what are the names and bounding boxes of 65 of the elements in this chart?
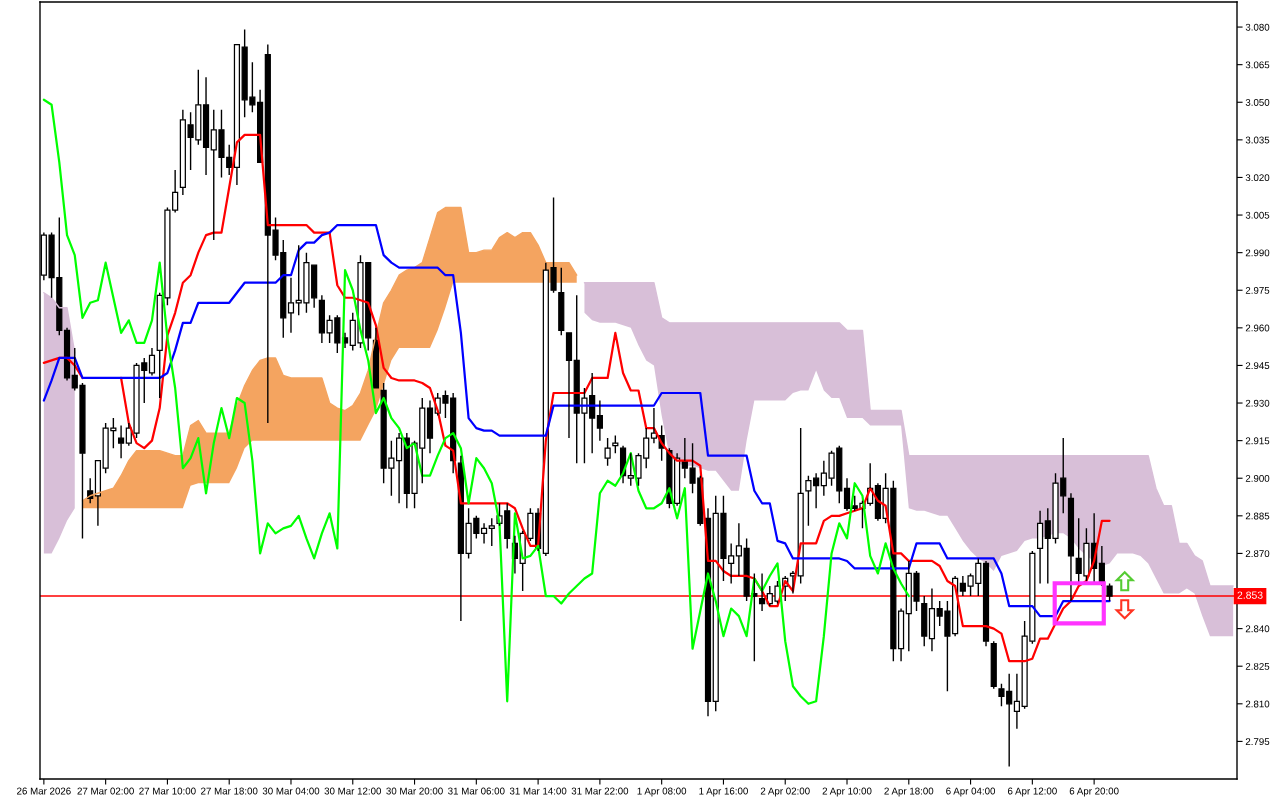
candlestick xyxy=(596,399,603,442)
x-tick-label: 6 Apr 12:00 xyxy=(1007,787,1057,797)
candlestick xyxy=(843,477,851,512)
x-tick-label: 1 Apr 16:00 xyxy=(699,787,748,797)
candlestick xyxy=(156,292,163,399)
candlestick xyxy=(396,432,403,504)
x-tick-label: 6 Apr 20:00 xyxy=(1069,787,1119,797)
candlestick xyxy=(63,327,71,382)
candlestick xyxy=(558,266,565,337)
y-tick-label: 3.035 xyxy=(1245,136,1270,144)
y-tick-label: 2.945 xyxy=(1245,362,1270,370)
x-tick-label: 2 Apr 10:00 xyxy=(822,787,872,797)
candlestick xyxy=(982,560,990,647)
x-tick-label: 30 Mar 20:00 xyxy=(386,787,443,795)
candlestick xyxy=(627,452,634,487)
y-tick-label: 2.840 xyxy=(1245,625,1270,633)
candlestick xyxy=(488,517,495,547)
line-series xyxy=(42,98,910,705)
candlestick xyxy=(233,43,241,186)
y-tick-label: 2.795 xyxy=(1245,738,1270,746)
candlestick xyxy=(1013,673,1021,730)
y-tick-label: 2.975 xyxy=(1245,286,1270,294)
x-tick-label: 6 Apr 04:00 xyxy=(946,787,996,797)
x-tick-label: 30 Mar 12:00 xyxy=(324,787,382,795)
x-tick-label: 31 Mar 14:00 xyxy=(509,787,567,795)
y-tick-label: 2.915 xyxy=(1245,437,1270,445)
y-tick-label: 2.870 xyxy=(1245,550,1270,558)
y-tick-label: 3.005 xyxy=(1245,211,1270,219)
x-tick-label: 2 Apr 18:00 xyxy=(884,787,934,797)
y-tick-label: 2.885 xyxy=(1245,512,1270,520)
y-tick-label: 2.960 xyxy=(1245,324,1270,332)
candlestick xyxy=(94,460,102,527)
x-tick-label: 2 Apr 02:00 xyxy=(760,787,810,797)
candlestick xyxy=(202,76,210,176)
candlestick xyxy=(287,277,295,334)
x-tick-label: 30 Mar 04:00 xyxy=(262,787,320,795)
x-tick-label: 26 Mar 2026 xyxy=(17,787,71,795)
y-tick-label: 2.990 xyxy=(1245,249,1270,257)
y-tick-label: 2.810 xyxy=(1245,700,1270,708)
candlestick xyxy=(565,332,573,439)
candlestick xyxy=(117,424,125,459)
line-series xyxy=(42,223,1111,618)
candlestick xyxy=(928,587,936,652)
candlestick xyxy=(1036,510,1044,585)
candlestick xyxy=(372,327,380,389)
x-tick-label: 1 Apr 08:00 xyxy=(637,787,687,797)
y-tick-label: 3.050 xyxy=(1245,98,1270,106)
candlestick xyxy=(897,607,905,662)
x-tick-label: 27 Mar 02:00 xyxy=(77,787,134,795)
x-tick-label: 27 Mar 10:00 xyxy=(139,787,196,795)
candlestick xyxy=(758,572,766,612)
candlestick xyxy=(1067,492,1075,602)
candlestick xyxy=(426,399,434,454)
candlestick xyxy=(480,522,488,545)
y-tick-label: 3.020 xyxy=(1245,174,1270,182)
y-tick-label: 3.065 xyxy=(1245,61,1270,69)
y-tick-label: 2.900 xyxy=(1245,474,1270,482)
ref-line-label: 2.853 xyxy=(1237,591,1263,599)
x-tick-label: 31 Mar 22:00 xyxy=(571,787,629,795)
y-tick-label: 2.930 xyxy=(1245,399,1270,407)
y-tick-label: 3.080 xyxy=(1245,23,1270,31)
candlestick xyxy=(148,347,156,377)
x-tick-label: 27 Mar 18:00 xyxy=(201,787,258,795)
x-tick-label: 31 Mar 06:00 xyxy=(448,787,505,795)
y-tick-label: 2.825 xyxy=(1245,662,1270,670)
